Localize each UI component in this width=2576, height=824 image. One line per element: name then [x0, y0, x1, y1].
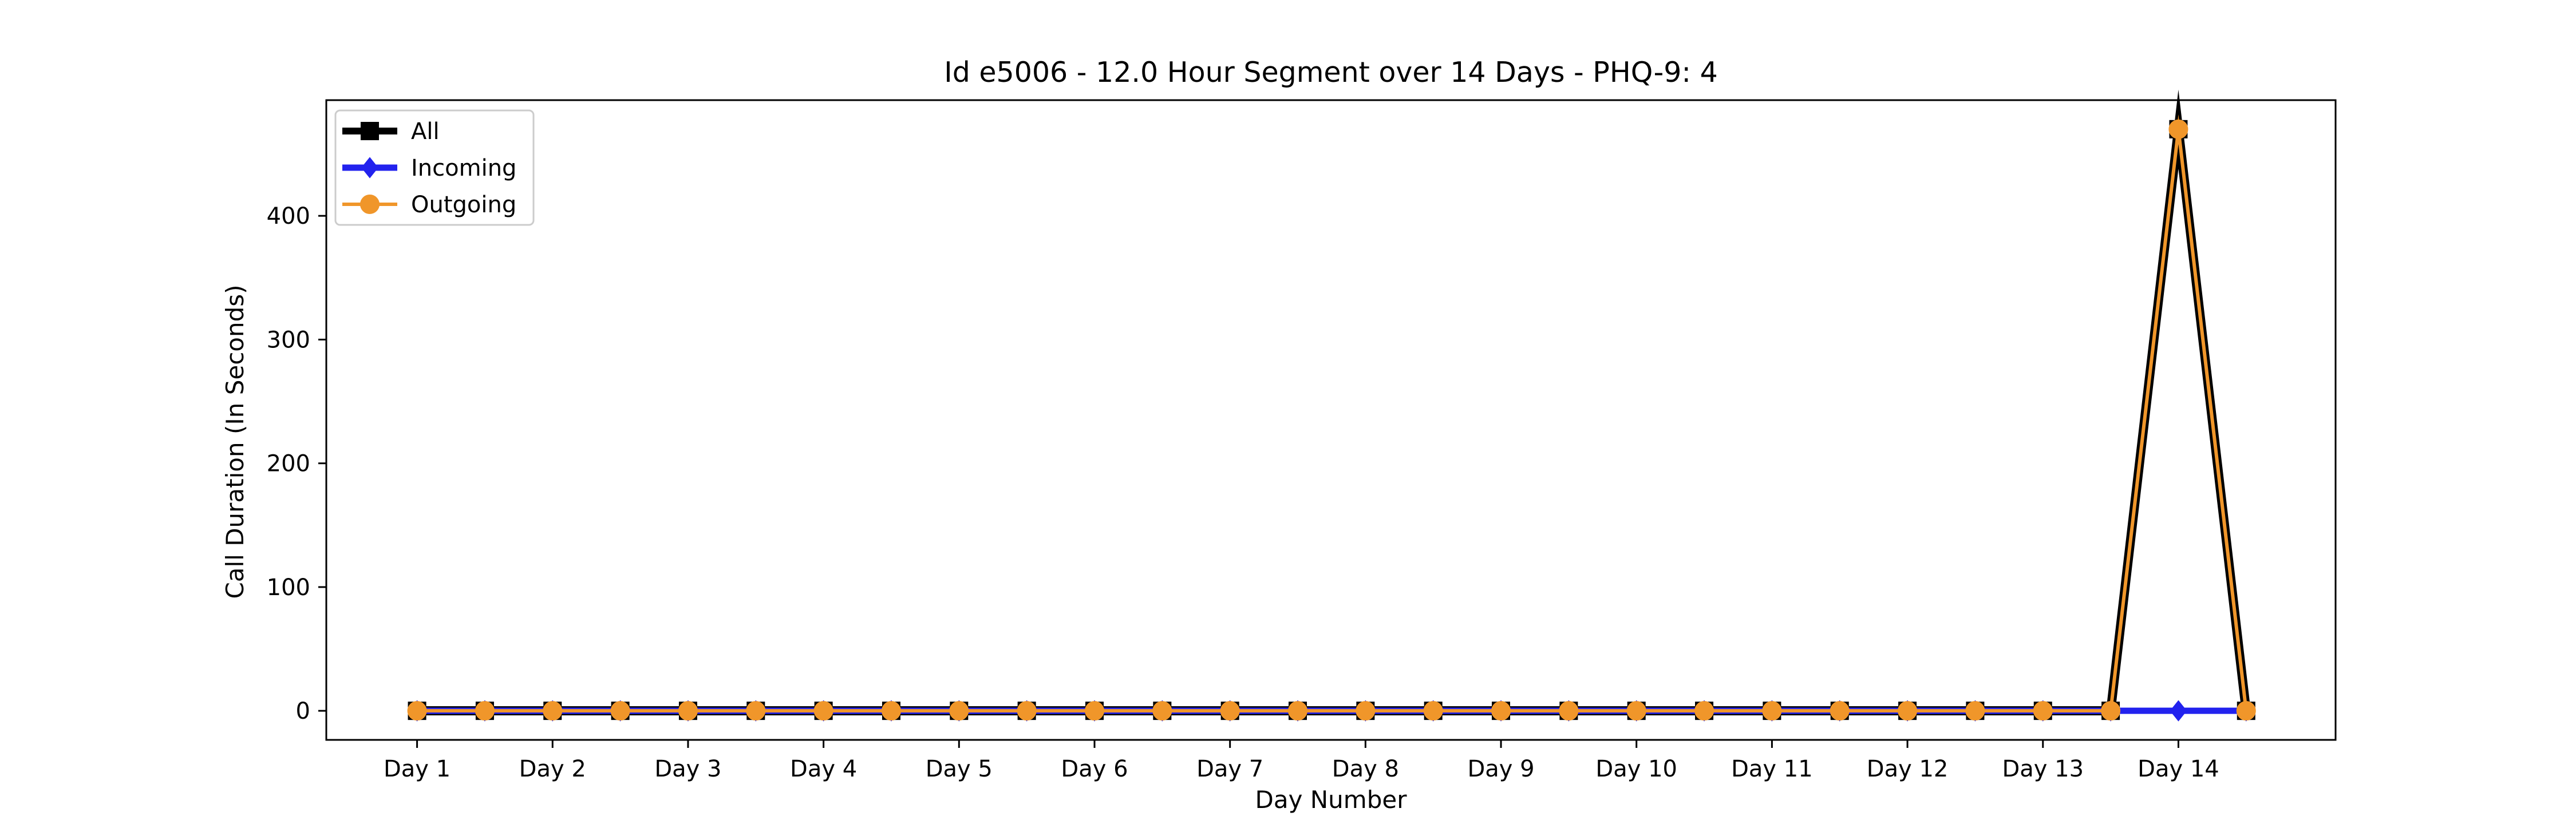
data-point-outgoing [1084, 701, 1104, 721]
data-point-outgoing [1626, 701, 1646, 721]
data-point-outgoing [949, 701, 969, 721]
data-point-outgoing [746, 701, 766, 721]
x-tick-label: Day 4 [790, 756, 857, 782]
data-point-outgoing [881, 701, 901, 721]
data-point-outgoing [543, 701, 563, 721]
legend: All Incoming Outgoing [334, 109, 535, 226]
x-tick-label: Day 12 [1867, 756, 1949, 782]
data-point-outgoing [1694, 701, 1714, 721]
x-tick-label: Day 13 [2002, 756, 2084, 782]
y-tick-label: 200 [267, 451, 310, 477]
x-tick-label: Day 6 [1061, 756, 1128, 782]
data-point-outgoing [1830, 701, 1850, 721]
series-outgoing [407, 114, 2256, 721]
x-tick-label: Day 5 [926, 756, 993, 782]
data-point-outgoing [1559, 701, 1579, 721]
data-point-outgoing [2236, 701, 2256, 721]
series-layer [407, 89, 2256, 722]
series-line-all [417, 89, 2251, 716]
y-tick-label: 300 [267, 327, 310, 353]
axis-ticks: Day 1 Day 2 Day 3 Day 4 Day 5 Day 6 Day 7 Day 8… [267, 203, 2219, 782]
x-tick-label: Day 3 [654, 756, 721, 782]
data-point-outgoing [2033, 701, 2053, 721]
data-point-outgoing [1152, 701, 1172, 721]
y-axis-label: Call Duration (In Seconds) [221, 284, 249, 599]
data-point-outgoing [2168, 119, 2188, 139]
legend-entry-incoming: Incoming [342, 155, 516, 181]
data-point-outgoing [610, 701, 630, 721]
data-point-outgoing [1288, 701, 1308, 721]
x-tick-label: Day 8 [1332, 756, 1399, 782]
x-tick-label: Day 11 [1731, 756, 1813, 782]
data-point-outgoing [1220, 701, 1240, 721]
data-point-outgoing [475, 701, 495, 721]
series-line-outgoing [417, 114, 2248, 713]
legend-marker-outgoing [360, 195, 380, 214]
data-point-outgoing [1965, 701, 1985, 721]
data-point-outgoing [1762, 701, 1782, 721]
legend-frame [334, 109, 535, 226]
data-point-incoming [2170, 700, 2187, 722]
legend-label-incoming: Incoming [411, 155, 516, 181]
chart-title: Id e5006 - 12.0 Hour Segment over 14 Day… [944, 56, 1718, 89]
y-tick-label: 100 [267, 575, 310, 601]
legend-marker-all [361, 122, 379, 140]
data-point-outgoing [1017, 701, 1037, 721]
x-tick-label: Day 2 [519, 756, 586, 782]
data-point-outgoing [1423, 701, 1443, 721]
x-tick-label: Day 10 [1595, 756, 1677, 782]
data-point-outgoing [1491, 701, 1511, 721]
data-point-outgoing [1898, 701, 1918, 721]
legend-entry-all: All [342, 118, 440, 145]
legend-marker-incoming [361, 157, 378, 179]
legend-label-all: All [411, 118, 440, 145]
plot-frame [325, 99, 2337, 741]
y-tick-label: 0 [296, 698, 310, 724]
x-tick-label: Day 1 [384, 756, 451, 782]
series-all [408, 89, 2255, 720]
data-point-outgoing [813, 701, 833, 721]
data-point-outgoing [678, 701, 698, 721]
x-axis-label: Day Number [1255, 786, 1407, 814]
x-tick-label: Day 9 [1467, 756, 1534, 782]
x-tick-label: Day 7 [1196, 756, 1263, 782]
data-point-outgoing [2101, 701, 2121, 721]
data-point-outgoing [407, 701, 427, 721]
x-tick-label: Day 14 [2138, 756, 2219, 782]
data-point-outgoing [1356, 701, 1376, 721]
legend-entry-outgoing: Outgoing [342, 192, 516, 218]
y-tick-label: 400 [267, 203, 310, 229]
legend-label-outgoing: Outgoing [411, 192, 516, 218]
